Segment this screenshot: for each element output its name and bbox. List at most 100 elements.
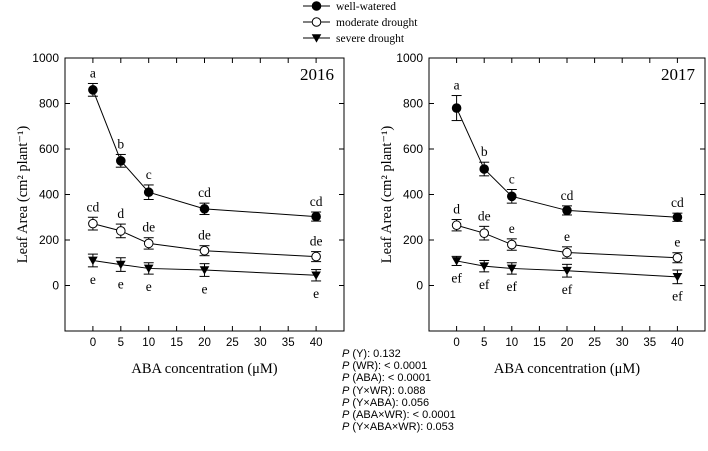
data-point bbox=[672, 252, 683, 263]
panel-title: 2017 bbox=[661, 65, 696, 84]
significance-letter: e bbox=[146, 279, 152, 294]
significance-letter: c bbox=[509, 171, 515, 186]
x-tick-label: 25 bbox=[226, 337, 239, 349]
significance-letter: b bbox=[117, 136, 124, 151]
x-tick-label: 40 bbox=[310, 337, 323, 349]
legend: well-watered moderate drought severe droug… bbox=[303, 1, 418, 45]
significance-letter: cd bbox=[87, 199, 100, 214]
stat-line: P (WR): < 0.0001 bbox=[342, 360, 428, 373]
stat-line: P (Y×ABA×WR): 0.053 bbox=[342, 421, 454, 434]
significance-letter: cd bbox=[561, 188, 574, 203]
data-point bbox=[562, 247, 572, 258]
significance-letter: d bbox=[453, 202, 460, 217]
anova-stats: P (Y): 0.132 P (WR): < 0.0001 P (ABA): <… bbox=[342, 348, 456, 433]
significance-letter: cd bbox=[671, 195, 684, 210]
x-tick-label: 30 bbox=[254, 337, 267, 349]
x-tick-label: 0 bbox=[453, 337, 459, 349]
y-tick-label: 200 bbox=[403, 233, 423, 247]
data-point bbox=[507, 264, 517, 274]
panel-title: 2016 bbox=[300, 65, 334, 84]
y-axis-label: Leaf Area (cm² plant⁻¹) bbox=[379, 126, 395, 264]
data-point bbox=[143, 264, 154, 274]
x-axis-label: ABA concentration (μM) bbox=[494, 361, 640, 377]
data-point bbox=[672, 212, 683, 223]
legend-label: well-watered bbox=[336, 1, 396, 13]
significance-letter: e bbox=[313, 286, 319, 301]
y-tick-label: 0 bbox=[52, 279, 59, 293]
legend-label: moderate drought bbox=[336, 17, 418, 29]
data-point bbox=[311, 251, 321, 262]
data-point bbox=[143, 238, 154, 249]
significance-letter: de bbox=[198, 228, 211, 243]
data-point bbox=[451, 257, 462, 266]
data-point bbox=[507, 191, 517, 202]
significance-letter: de bbox=[142, 220, 155, 235]
data-point bbox=[88, 256, 98, 266]
stat-line: P (ABA): < 0.0001 bbox=[342, 372, 431, 385]
x-tick-label: 30 bbox=[616, 337, 629, 349]
significance-letter: c bbox=[146, 167, 152, 182]
stat-line: P (Y×ABA): 0.056 bbox=[342, 396, 430, 409]
y-tick-label: 800 bbox=[403, 97, 423, 111]
x-tick-label: 15 bbox=[170, 337, 183, 349]
data-point bbox=[507, 239, 517, 250]
significance-letter: d bbox=[117, 206, 124, 221]
x-tick-label: 25 bbox=[588, 337, 601, 349]
data-point bbox=[116, 260, 126, 270]
y-tick-label: 1000 bbox=[32, 51, 59, 65]
y-tick-label: 400 bbox=[39, 188, 59, 202]
data-point bbox=[143, 187, 154, 198]
significance-letter: ef bbox=[479, 277, 490, 292]
significance-letter: e bbox=[90, 272, 96, 287]
y-tick-label: 400 bbox=[403, 188, 423, 202]
x-tick-label: 35 bbox=[282, 337, 295, 349]
x-tick-label: 5 bbox=[118, 337, 124, 349]
significance-letter: ef bbox=[672, 289, 683, 304]
x-tick-label: 5 bbox=[481, 337, 487, 349]
data-point bbox=[311, 211, 321, 222]
panel-2016: 0 200 400 600 800 1000 0 5 10 15 20 25 30 35 40 2016 ABA… bbox=[15, 51, 345, 377]
stat-line: P (Y): 0.132 bbox=[342, 348, 401, 360]
significance-letter: e bbox=[202, 281, 208, 296]
significance-letter: e bbox=[118, 276, 124, 291]
data-point bbox=[562, 266, 572, 276]
significance-letter: e bbox=[564, 229, 570, 244]
panel-2017: 0 200 400 600 800 1000 0 5 10 15 20 25 30 35 40 2017 ABA… bbox=[379, 51, 706, 377]
x-tick-label: 20 bbox=[561, 337, 574, 349]
x-tick-label: 15 bbox=[533, 337, 546, 349]
significance-letter: de bbox=[478, 208, 491, 223]
data-point bbox=[199, 204, 210, 214]
x-tick-label: 10 bbox=[142, 337, 155, 349]
y-tick-label: 600 bbox=[39, 142, 59, 156]
data-point bbox=[116, 156, 126, 166]
data-point bbox=[199, 266, 210, 275]
y-axis-label: Leaf Area (cm² plant⁻¹) bbox=[15, 126, 31, 264]
x-tick-label: 35 bbox=[643, 337, 656, 349]
significance-letter: cd bbox=[310, 194, 323, 209]
stat-line: P (ABA×WR): < 0.0001 bbox=[342, 409, 456, 422]
significance-letter: ef bbox=[562, 282, 573, 297]
legend-marker-filled-circle bbox=[311, 1, 322, 11]
significance-letter: b bbox=[481, 144, 488, 159]
x-axis-label: ABA concentration (μM) bbox=[131, 361, 277, 377]
legend-marker-filled-triangle-down bbox=[311, 34, 322, 43]
y-tick-label: 1000 bbox=[396, 51, 423, 65]
stat-line: P (Y×WR): 0.088 bbox=[342, 384, 426, 397]
data-point bbox=[311, 271, 321, 280]
significance-letter: e bbox=[674, 235, 680, 250]
significance-letter: ef bbox=[451, 270, 462, 285]
x-tick-label: 20 bbox=[198, 337, 211, 349]
significance-letter: de bbox=[310, 234, 323, 249]
x-tick-label: 0 bbox=[90, 337, 96, 349]
data-point bbox=[199, 245, 210, 256]
y-tick-label: 800 bbox=[39, 97, 59, 111]
y-tick-label: 600 bbox=[403, 142, 423, 156]
data-point bbox=[479, 228, 490, 238]
significance-letter: ef bbox=[507, 279, 518, 294]
data-point bbox=[479, 262, 489, 271]
x-tick-label: 10 bbox=[505, 337, 518, 349]
data-point bbox=[88, 85, 98, 95]
legend-label: severe drought bbox=[336, 33, 405, 45]
significance-letter: cd bbox=[198, 185, 211, 200]
